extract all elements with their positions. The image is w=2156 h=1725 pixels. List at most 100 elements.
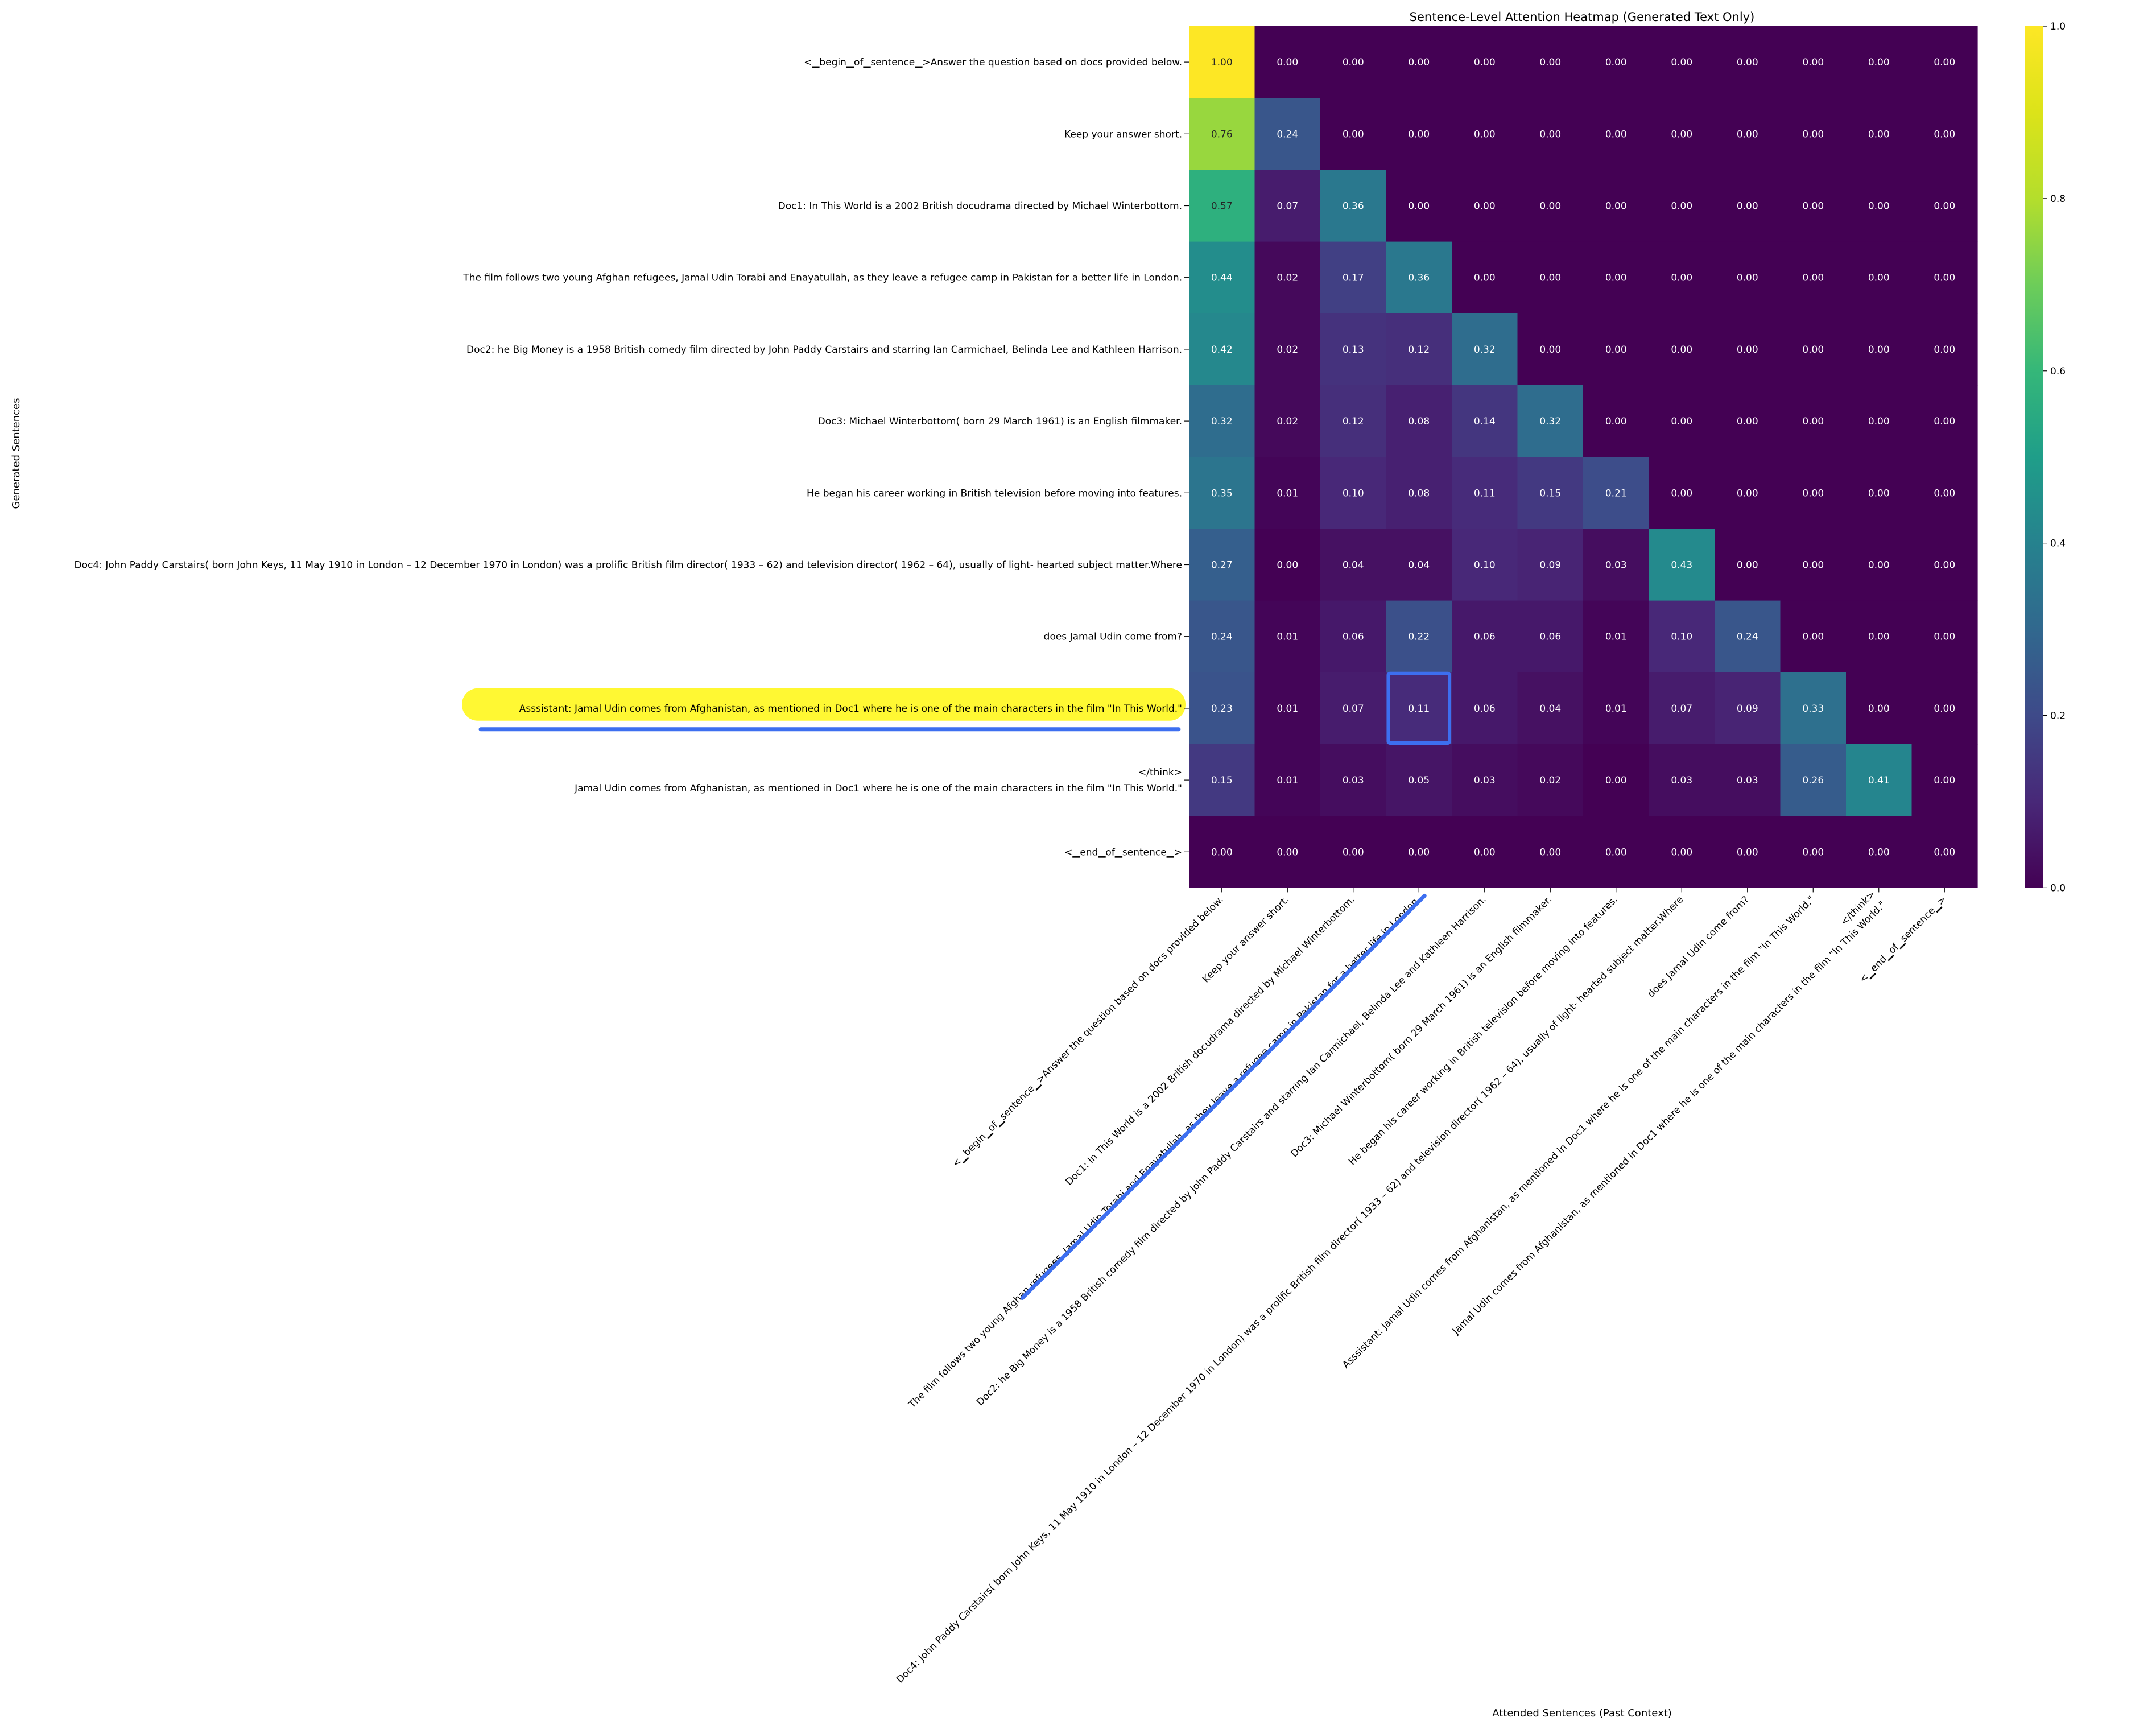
cell-value-label: 0.00: [1605, 775, 1627, 786]
heatmap-cell: [1583, 529, 1650, 601]
heatmap-cell: [1649, 313, 1715, 386]
heatmap-cell: [1452, 26, 1518, 98]
heatmap-cell: [1583, 241, 1650, 314]
cell-value-label: 0.00: [1343, 129, 1364, 140]
heatmap-cell: [1254, 457, 1321, 529]
heatmap-cell: [1254, 816, 1321, 888]
cell-value-label: 0.03: [1343, 775, 1364, 786]
cell-value-label: 0.11: [1474, 488, 1496, 499]
heatmap-cell: [1386, 170, 1452, 242]
heatmap-cell: [1846, 385, 1913, 457]
cell-value-label: 0.00: [1605, 847, 1627, 858]
colorbar-tick-label: 0.0: [2050, 882, 2066, 894]
heatmap-cell: [1911, 529, 1978, 601]
heatmap-cell: [1320, 600, 1387, 673]
heatmap-cell: [1583, 816, 1650, 888]
cell-value-label: 0.27: [1211, 560, 1233, 571]
heatmap-cell: [1780, 98, 1847, 170]
row-tick-label: does Jamal Udin come from?: [1044, 632, 1182, 643]
cell-value-label: 0.00: [1934, 201, 1955, 212]
row-tick-label: He began his career working in British t…: [807, 488, 1182, 499]
heatmap-cell: [1649, 26, 1715, 98]
cell-value-label: 0.02: [1277, 416, 1298, 427]
cell-value-label: 0.32: [1474, 344, 1496, 356]
heatmap-cell: [1780, 529, 1847, 601]
row-tick-label: <▁begin▁of▁sentence▁>Answer the question…: [804, 57, 1182, 68]
cell-value-label: 0.10: [1671, 632, 1692, 643]
cell-value-label: 0.00: [1671, 488, 1692, 499]
cell-value-label: 0.07: [1671, 703, 1692, 715]
cell-value-label: 0.00: [1539, 344, 1561, 356]
cell-value-label: 0.00: [1868, 560, 1890, 571]
chart-title: Sentence-Level Attention Heatmap (Genera…: [1410, 10, 1755, 24]
colorbar-gradient: [2025, 26, 2043, 888]
heatmap-cell: [1386, 529, 1452, 601]
heatmap-cell: [1911, 672, 1978, 745]
heatmap-cell: [1846, 241, 1913, 314]
heatmap-cell: [1386, 744, 1452, 816]
cell-value-label: 0.00: [1868, 632, 1890, 643]
cell-value-label: 0.23: [1211, 703, 1233, 715]
cell-value-label: 0.00: [1539, 201, 1561, 212]
heatmap-cell: [1189, 600, 1255, 673]
cell-value-label: 0.00: [1605, 273, 1627, 284]
heatmap-cell: [1846, 816, 1913, 888]
cell-value-label: 0.10: [1474, 560, 1496, 571]
cell-value-label: 0.12: [1408, 344, 1430, 356]
cell-value-label: 0.03: [1605, 560, 1627, 571]
cell-value-label: 0.00: [1868, 201, 1890, 212]
cell-value-label: 0.00: [1605, 57, 1627, 68]
heatmap-cell: [1517, 26, 1584, 98]
heatmap-cell: [1715, 529, 1781, 601]
cell-value-label: 0.00: [1802, 344, 1824, 356]
heatmap-cell: [1846, 457, 1913, 529]
cell-value-label: 0.04: [1343, 560, 1364, 571]
heatmap-cell: [1254, 313, 1321, 386]
cell-value-label: 0.00: [1802, 560, 1824, 571]
heatmap-cell: [1517, 744, 1584, 816]
heatmap-cell: [1780, 457, 1847, 529]
heatmap-cell-labels: 1.00 0.00 0.00 0.00 0.00 0.00 0.00 0.00 0.00 0.00…: [1211, 57, 1955, 858]
cell-value-label: 0.00: [1605, 201, 1627, 212]
cell-value-label: 0.00: [1934, 632, 1955, 643]
cell-value-label: 0.00: [1737, 847, 1758, 858]
heatmap-cell: [1320, 385, 1387, 457]
cell-value-label: 0.00: [1737, 273, 1758, 284]
heatmap-cell: [1911, 313, 1978, 386]
annotation-layer-under: [462, 688, 1186, 721]
cell-value-label: 0.01: [1277, 775, 1298, 786]
cell-value-label: 0.00: [1934, 273, 1955, 284]
heatmap-cell: [1846, 98, 1913, 170]
cell-value-label: 0.00: [1539, 129, 1561, 140]
cell-value-label: 0.00: [1934, 703, 1955, 715]
heatmap-cell: [1254, 385, 1321, 457]
heatmap-cell: [1254, 170, 1321, 242]
heatmap-cell: [1452, 529, 1518, 601]
heatmap-cell: [1715, 170, 1781, 242]
cell-value-label: 0.01: [1605, 703, 1627, 715]
heatmap-cell: [1517, 170, 1584, 242]
heatmap-cell: [1189, 26, 1255, 98]
cell-value-label: 0.00: [1671, 57, 1692, 68]
heatmap-cell: [1583, 98, 1650, 170]
heatmap-cell: [1320, 529, 1387, 601]
row-tick-label: Jamal Udin comes from Afghanistan, as me…: [574, 783, 1182, 794]
colorbar-tick-label: 0.2: [2050, 711, 2066, 722]
heatmap-cell: [1649, 529, 1715, 601]
boxed-cell-marker: [1386, 671, 1451, 745]
cell-value-label: 0.00: [1277, 560, 1298, 571]
heatmap-cell: [1517, 241, 1584, 314]
cell-value-label: 0.14: [1474, 416, 1496, 427]
cell-value-label: 0.00: [1671, 201, 1692, 212]
cell-value-label: 0.09: [1737, 703, 1758, 715]
row-tick-label: Asssistant: Jamal Udin comes from Afghan…: [519, 703, 1182, 715]
heatmap-cell: [1583, 672, 1650, 745]
heatmap-cell: [1189, 241, 1255, 314]
heatmap-cell: [1517, 816, 1584, 888]
heatmap-cell: [1715, 816, 1781, 888]
heatmap-cell: [1780, 672, 1847, 745]
heatmap-cell: [1452, 672, 1518, 745]
cell-value-label: 0.01: [1277, 632, 1298, 643]
cell-value-label: 0.03: [1474, 775, 1496, 786]
